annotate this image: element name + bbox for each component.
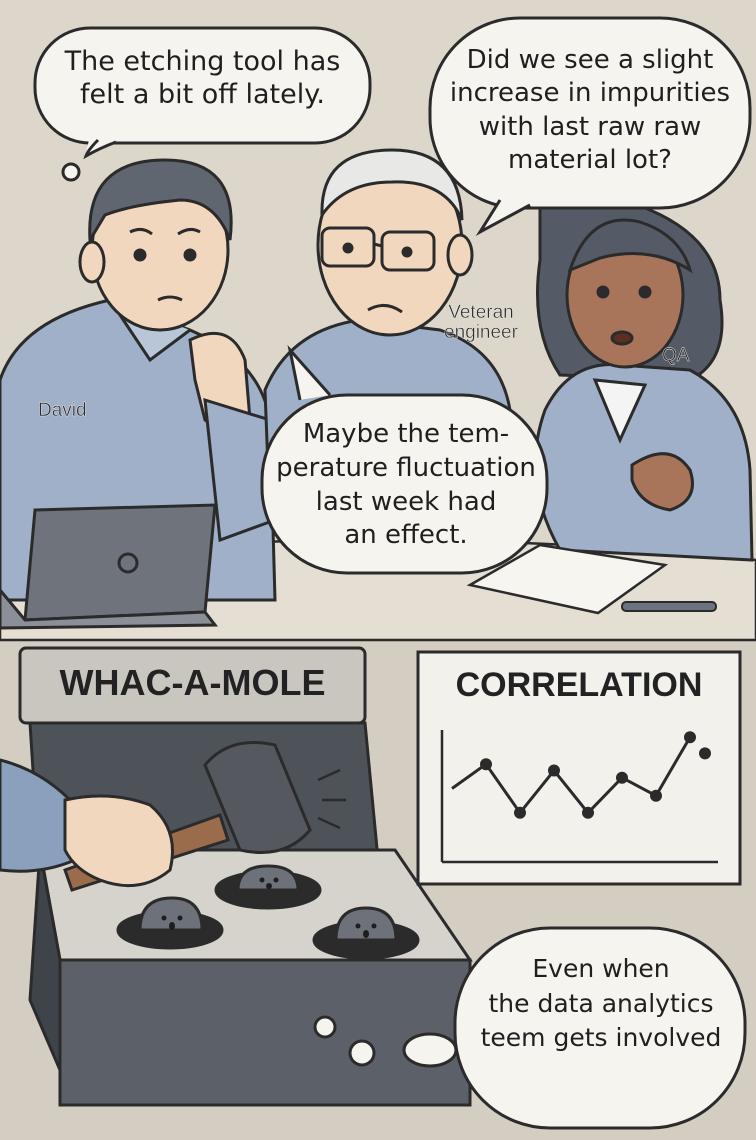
speech-bubble-2 <box>428 16 752 237</box>
bubble-1-text: The etching tool has felt a bit off late… <box>40 46 365 112</box>
mallet-and-arm <box>0 741 346 892</box>
bubble-3-line-3: last week had <box>315 486 497 517</box>
pen <box>621 601 717 612</box>
bubble-4-text: Even when the data analytics teem gets i… <box>470 952 732 1056</box>
speech-bubble-1 <box>33 26 372 182</box>
bubble-1-line-2: felt a bit off lately. <box>80 78 325 110</box>
correlation-board <box>416 650 742 886</box>
whac-a-mole-machine <box>18 646 473 1107</box>
bubble-3-line-4: an effect. <box>344 520 468 551</box>
label-qa: QA <box>662 345 690 366</box>
label-veteran-line-1: Veteran <box>448 302 514 323</box>
correlation-outlier-point <box>699 747 711 760</box>
correlation-points <box>480 731 711 819</box>
bubble-3-line-2: perature fluctuation <box>276 452 536 483</box>
correlation-line <box>451 736 692 816</box>
bubble-2-text: Did we see a slight increase in impuriti… <box>440 44 740 177</box>
correlation-title: CORRELATION <box>455 666 703 704</box>
bubble-4-line-1: Even when <box>532 954 670 983</box>
bubble-4-line-2: the data analytics <box>488 988 714 1018</box>
bubble-2-line-3: with last raw raw <box>478 111 702 142</box>
label-veteran-engineer: Veteran engineer <box>444 302 518 343</box>
whac-a-mole-sign: WHAC-A-MOLE <box>59 662 326 703</box>
bubble-1-line-1: The etching tool has <box>64 46 341 77</box>
bubble-3-line-1: Maybe the tem- <box>302 419 510 449</box>
laptop <box>0 503 219 630</box>
correlation-point <box>684 731 696 744</box>
bubble-2-line-1: Did we see a slight <box>466 45 714 75</box>
correlation-point <box>548 764 560 777</box>
label-veteran-line-2: engineer <box>444 321 518 343</box>
correlation-point <box>480 758 492 771</box>
paper-sheet <box>466 543 669 615</box>
correlation-point <box>616 771 628 784</box>
speech-bubble-4 <box>313 926 747 1130</box>
bubble-2-line-2: increase in impurities <box>449 78 731 109</box>
bubble-4-line-3: teem gets involved <box>480 1023 722 1052</box>
bubble-3-text: Maybe the tem- perature fluctuation last… <box>270 418 542 553</box>
bubble-2-line-4: material lot? <box>508 144 672 175</box>
correlation-point <box>650 789 662 802</box>
speech-bubble-3 <box>260 344 549 575</box>
qa-figure <box>533 195 754 562</box>
correlation-point <box>582 806 594 819</box>
label-david: David <box>38 400 87 421</box>
mole-faces <box>161 877 377 938</box>
correlation-point <box>514 806 526 819</box>
